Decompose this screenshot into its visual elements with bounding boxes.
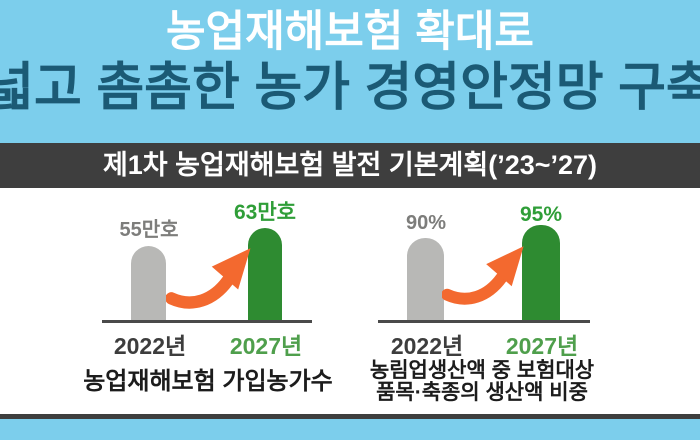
left-chart-value-2022: 55만호	[119, 219, 179, 241]
right-chart-axis	[378, 320, 590, 323]
right-chart-category-2022: 2022년	[390, 333, 464, 359]
growth-arrow-icon	[165, 242, 254, 316]
main-title-line2: 넓고 촘촘한 농가 경영안정망 구축	[0, 59, 700, 117]
right-chart-title-line1: 농림업생산액 중 보험대상	[369, 359, 595, 382]
right-chart-bar-2027	[522, 225, 560, 320]
left-chart-category-2022: 2022년	[113, 333, 187, 359]
left-chart-bar-2027	[248, 228, 282, 322]
left-chart-title: 농업재해보험 가입농가수	[83, 368, 333, 395]
right-chart-title-line2: 품목·축종의 생산액 비중	[376, 381, 588, 404]
left-chart-value-2027: 63만호	[234, 201, 296, 224]
main-title-line1: 농업재해보험 확대로	[166, 8, 534, 56]
left-chart-bar-2022	[131, 246, 166, 321]
bottom-divider-line	[0, 414, 700, 419]
right-chart-bar-2022	[407, 238, 444, 320]
right-chart-category-2027: 2027년	[505, 333, 579, 359]
left-chart-category-2027: 2027년	[229, 333, 303, 359]
growth-arrow-icon	[441, 241, 527, 311]
banner-title: 제1차 농업재해보험 발전 기본계획(’23~’27)	[0, 143, 700, 188]
right-chart-value-2027: 95%	[519, 203, 563, 226]
right-chart-value-2022: 90%	[405, 212, 447, 234]
charts-panel: 55만호 63만호 2022년 2027년 농업재해보험 가입농가수 90% 9…	[0, 188, 700, 414]
left-chart-axis	[102, 320, 312, 323]
